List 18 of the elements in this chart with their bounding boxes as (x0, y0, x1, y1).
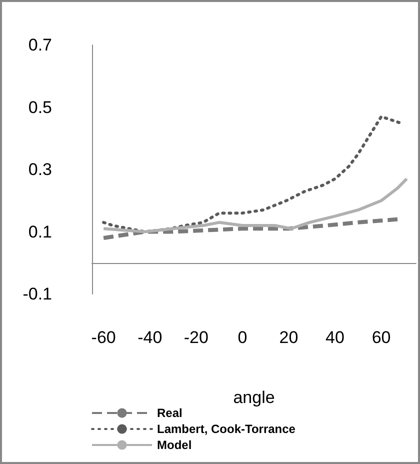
x-axis-title: angle (233, 388, 275, 407)
y-tick-label: -0.1 (22, 284, 52, 304)
x-tick-label: 20 (279, 328, 298, 347)
legend-label: Lambert, Cook-Torrance (157, 422, 296, 436)
legend-label: Real (157, 406, 182, 420)
y-tick-label: 0.5 (28, 98, 52, 117)
x-tick-label: 60 (372, 328, 391, 347)
x-tick-label: 0 (238, 328, 248, 347)
y-tick-label: 0.7 (28, 36, 52, 54)
legend-label: Model (157, 438, 192, 452)
line-series (102, 177, 408, 234)
x-tick-label: -40 (138, 328, 162, 347)
x-tick-label: -20 (184, 328, 208, 347)
y-tick-label: 0.3 (28, 160, 52, 179)
x-tick-label: -60 (91, 328, 116, 347)
line-series (102, 217, 400, 240)
x-tick-label: 40 (326, 328, 344, 347)
y-tick-label: 0.1 (28, 222, 52, 242)
